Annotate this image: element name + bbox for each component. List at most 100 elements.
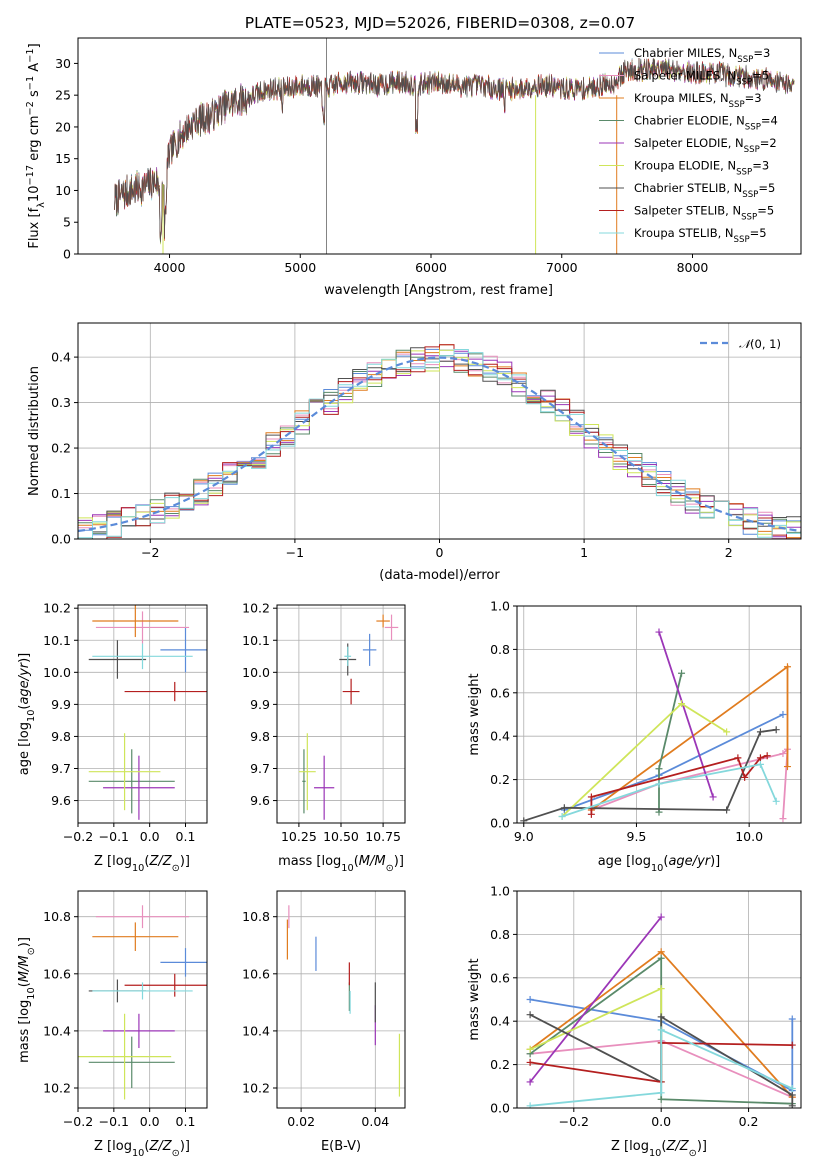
error-bar — [88, 733, 161, 811]
y-axis-label: mass weight — [467, 673, 482, 755]
plot-area-residuals — [78, 344, 801, 539]
label-part: −1 — [25, 48, 36, 62]
legend-entry: Kroupa MILES, NSSP=3 — [634, 91, 762, 110]
x-axis-label: Z [log10(Z/Z⊙)] — [94, 854, 190, 874]
y-tick-label: 10.6 — [242, 966, 270, 981]
legend-entry: Salpeter ELODIE, NSSP=2 — [634, 136, 777, 155]
error-bar — [124, 973, 207, 997]
label-part: ] — [27, 43, 42, 48]
error-bar — [298, 733, 316, 811]
error-bar — [95, 905, 190, 929]
weight-marker — [772, 726, 780, 734]
weight-marker — [657, 948, 665, 956]
y-tick-label: 10.0 — [43, 665, 71, 680]
weight-marker — [678, 700, 686, 708]
y-tick-label: 10.1 — [43, 633, 71, 648]
x-tick-label: −2 — [141, 545, 159, 560]
y-axis-label: Normed distribution — [27, 366, 42, 496]
label-part: ⊙ — [172, 1148, 180, 1159]
x-tick-label: −1 — [286, 545, 304, 560]
plot-area-weight_vs_age — [520, 628, 791, 823]
weight-line — [529, 916, 662, 1083]
plot-area-age_vs_Z — [88, 605, 207, 820]
axes-frame — [516, 890, 802, 1109]
y-tick-label: 0.2 — [490, 772, 510, 787]
label-part: ⊙ — [172, 863, 180, 874]
y-tick-label: 30 — [55, 56, 71, 71]
y-tick-label: 10.8 — [43, 909, 71, 924]
label-part: ( — [144, 854, 149, 869]
weight-marker — [526, 1058, 534, 1066]
label-part: )] — [180, 1139, 190, 1154]
y-tick-label: 0.0 — [51, 532, 71, 547]
label-part: Z [log — [94, 854, 132, 869]
normal-curve — [78, 356, 801, 533]
y-tick-label: 9.8 — [250, 729, 270, 744]
x-tick-label: −0.1 — [99, 1114, 129, 1129]
label-part: 10 — [651, 863, 663, 874]
x-tick-label: 4000 — [154, 260, 186, 275]
label-part: Flux [f — [27, 207, 42, 248]
x-tick-label: 0.0 — [140, 1114, 160, 1129]
x-tick-label: 9.0 — [514, 829, 534, 844]
error-bar — [342, 678, 360, 705]
y-tick-label: 10.4 — [242, 1023, 270, 1038]
label-part: ⊙ — [26, 947, 37, 955]
axes-weight_vs_age: 9.0 9.5 10.0 0.0 0.2 0.4 0.6 0.8 1.0 mass weight a… — [467, 599, 802, 874]
plot-area-spectrum — [114, 38, 795, 254]
weight-marker — [560, 804, 568, 812]
label-part: 10 — [132, 1148, 144, 1159]
weight-marker — [520, 817, 528, 823]
y-tick-label: 10 — [55, 183, 71, 198]
label-part: )] — [394, 854, 404, 869]
axes-frame — [276, 890, 406, 1109]
weight-marker — [657, 1013, 665, 1021]
y-tick-label: 10.4 — [43, 1023, 71, 1038]
label-part: SSP — [737, 55, 753, 65]
plot-area-mass_vs_EBV — [286, 905, 401, 1097]
weight-marker — [678, 669, 686, 677]
label-part: −17 — [25, 165, 36, 186]
weight-marker — [657, 1089, 665, 1097]
x-axis-label: wavelength [Angstrom, rest frame] — [324, 283, 553, 298]
weight-marker — [655, 765, 663, 773]
label-part: ⊙ — [386, 863, 394, 874]
weight-marker — [657, 985, 665, 993]
label-part: )] — [17, 653, 32, 663]
error-bar — [376, 614, 390, 628]
label-part: Salpeter ELODIE, N — [634, 136, 744, 150]
axes-spectrum: 4000 5000 6000 7000 8000 0 5 10 15 20 25 30 waveleng… — [25, 37, 802, 298]
y-tick-label: 10.8 — [242, 909, 270, 924]
x-tick-label: 2 — [725, 545, 733, 560]
label-part: ( — [17, 982, 32, 987]
weight-marker — [756, 728, 764, 736]
error-bar — [160, 627, 207, 673]
label-part: Kroupa STELIB, N — [634, 226, 734, 240]
label-part: )] — [17, 937, 32, 947]
x-tick-label: 0.0 — [140, 829, 160, 844]
y-tick-label: 0.0 — [490, 816, 510, 831]
label-part: SSP — [744, 145, 760, 155]
weight-marker — [526, 996, 534, 1003]
label-part: SSP — [734, 235, 750, 245]
plot-area-mass_vs_Z — [78, 905, 207, 1100]
axes-weight_vs_Z: −0.2 0.0 0.2 0.0 0.2 0.4 0.6 0.8 1.0 mass weight Z… — [467, 884, 802, 1159]
y-tick-label: 15 — [55, 151, 71, 166]
x-tick-label: 10.50 — [323, 829, 359, 844]
x-tick-label: 0.04 — [361, 1114, 389, 1129]
y-tick-label: 10.1 — [242, 633, 270, 648]
y-axis-label: Flux [fλ10−17 erg cm−2 s−1 A−1] — [25, 43, 47, 248]
weight-marker — [779, 711, 787, 718]
label-part: Chabrier STELIB, N — [634, 181, 742, 195]
chart-layer: 4000 5000 6000 7000 8000051015202530waveleng… — [17, 37, 802, 1159]
weight-line — [658, 673, 683, 813]
x-tick-label: 1 — [580, 545, 588, 560]
y-tick-label: 9.9 — [250, 697, 270, 712]
weight-marker — [783, 763, 791, 771]
y-tick-label: 10.2 — [43, 601, 71, 616]
label-part: mass [log — [278, 854, 341, 869]
label-part: age/yr — [17, 661, 32, 704]
y-tick-label: 25 — [55, 88, 71, 103]
weight-line — [561, 763, 778, 818]
